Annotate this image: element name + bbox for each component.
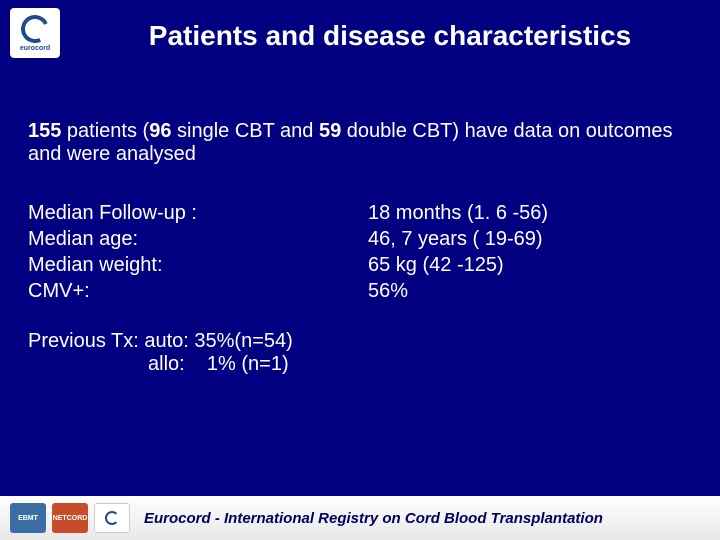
previous-tx: Previous Tx: auto: 35%(n=54) allo: 1% (n…: [28, 330, 293, 376]
n-double: 59: [319, 120, 341, 142]
stat-value: 46, 7 years ( 19-69): [368, 226, 692, 252]
slide-title: Patients and disease characteristics: [80, 20, 700, 52]
stat-value: 65 kg (42 -125): [368, 252, 692, 278]
prev-tx-line1: Previous Tx: auto: 35%(n=54): [28, 330, 293, 353]
stat-value: 56%: [368, 278, 692, 304]
intro-text: 155 patients (96 single CBT and 59 doubl…: [28, 120, 692, 166]
stat-label: Median age:: [28, 226, 368, 252]
netcord-logo-icon: NETCORD: [52, 503, 88, 533]
logo-circle-icon: [17, 11, 53, 47]
n-total: 155: [28, 120, 61, 142]
stat-label: Median weight:: [28, 252, 368, 278]
prev-tx-line2: allo: 1% (n=1): [28, 353, 293, 376]
eurocord-small-logo-icon: [94, 503, 130, 533]
stat-value: 18 months (1. 6 -56): [368, 200, 692, 226]
footer-logos: EBMT NETCORD: [10, 503, 130, 533]
eurocord-logo: eurocord: [10, 8, 60, 58]
stat-label: CMV+:: [28, 278, 368, 304]
stats-values: 18 months (1. 6 -56) 46, 7 years ( 19-69…: [368, 200, 692, 304]
logo-label: eurocord: [20, 45, 50, 52]
n-single: 96: [149, 120, 171, 142]
stat-label: Median Follow-up :: [28, 200, 368, 226]
stats-labels: Median Follow-up : Median age: Median we…: [28, 200, 368, 304]
ebmt-logo-icon: EBMT: [10, 503, 46, 533]
stats-block: Median Follow-up : Median age: Median we…: [28, 200, 692, 304]
footer-bar: EBMT NETCORD Eurocord - International Re…: [0, 496, 720, 540]
footer-text: Eurocord - International Registry on Cor…: [144, 510, 603, 527]
